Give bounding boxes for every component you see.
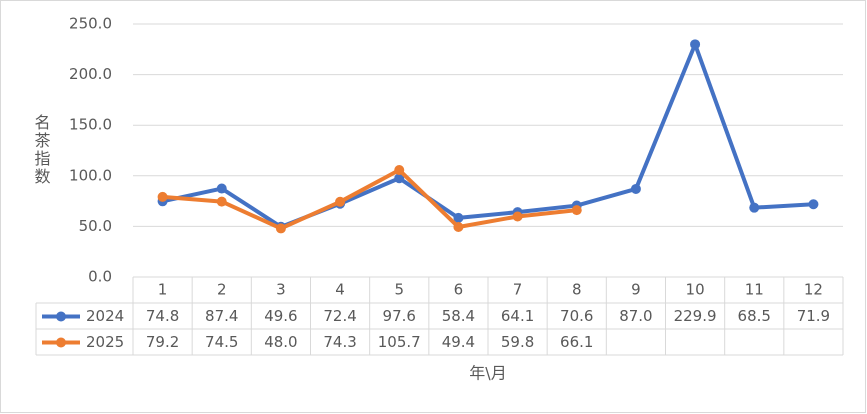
table-value: 70.6 xyxy=(560,307,593,325)
table-value: 105.7 xyxy=(378,333,421,351)
table-value: 97.6 xyxy=(383,307,416,325)
data-point xyxy=(335,196,346,207)
x-tick-label: 8 xyxy=(572,281,582,299)
legend-label: 2025 xyxy=(86,333,124,351)
data-point xyxy=(275,223,286,234)
data-point xyxy=(690,39,701,50)
data-point xyxy=(216,183,227,194)
y-tick-label: 50.0 xyxy=(79,217,112,235)
table-value: 72.4 xyxy=(323,307,356,325)
x-tick-label: 11 xyxy=(745,281,764,299)
x-tick-label: 3 xyxy=(276,281,286,299)
data-point xyxy=(453,222,464,233)
table-value: 71.9 xyxy=(797,307,830,325)
series-line xyxy=(162,42,814,229)
table-value: 229.9 xyxy=(674,307,717,325)
table-value: 87.0 xyxy=(619,307,652,325)
legend-marker xyxy=(56,337,66,348)
x-tick-label: 2 xyxy=(217,281,227,299)
data-point xyxy=(808,199,819,210)
x-axis-label: 年\月 xyxy=(469,364,506,383)
y-tick-label: 100.0 xyxy=(69,166,112,184)
table-value: 64.1 xyxy=(501,307,534,325)
table-value: 49.4 xyxy=(442,333,475,351)
data-point xyxy=(512,211,523,222)
y-tick-label: 200.0 xyxy=(69,65,112,83)
data-point xyxy=(571,205,582,216)
table-value: 74.8 xyxy=(146,307,179,325)
table-value: 59.8 xyxy=(501,333,534,351)
x-tick-label: 4 xyxy=(335,281,345,299)
table-value: 48.0 xyxy=(264,333,297,351)
table-value: 66.1 xyxy=(560,333,593,351)
x-tick-label: 5 xyxy=(394,281,404,299)
data-point xyxy=(157,191,168,202)
y-tick-label: 150.0 xyxy=(69,116,112,134)
y-axis-label: 名茶指数 xyxy=(32,114,51,186)
data-point xyxy=(394,173,405,184)
x-tick-label: 10 xyxy=(686,281,705,299)
x-tick-label: 7 xyxy=(513,281,523,299)
y-tick-label: 250.0 xyxy=(69,15,112,33)
table-value: 87.4 xyxy=(205,307,238,325)
table-value: 79.2 xyxy=(146,333,179,351)
table-value: 74.5 xyxy=(205,333,238,351)
x-tick-label: 1 xyxy=(158,281,168,299)
data-point xyxy=(630,183,641,194)
data-point xyxy=(749,202,760,213)
data-point xyxy=(394,165,405,176)
x-tick-label: 6 xyxy=(454,281,464,299)
legend-marker xyxy=(56,311,66,322)
table-value: 68.5 xyxy=(738,307,771,325)
x-tick-label: 12 xyxy=(804,281,823,299)
data-point xyxy=(453,212,464,223)
y-tick-label: 0.0 xyxy=(88,268,112,286)
table-value: 58.4 xyxy=(442,307,475,325)
series-line xyxy=(162,168,577,231)
table-value: 49.6 xyxy=(264,307,297,325)
data-point xyxy=(216,196,227,207)
legend-label: 2024 xyxy=(86,307,124,325)
x-tick-label: 9 xyxy=(631,281,641,299)
table-value: 74.3 xyxy=(323,333,356,351)
